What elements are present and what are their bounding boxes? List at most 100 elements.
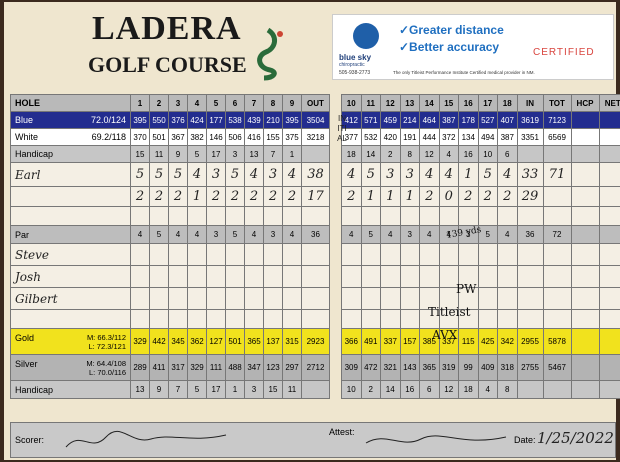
cell: 9 [149,380,169,399]
cell: 5 [360,225,381,244]
cell: 127 [206,328,226,355]
cell: 416 [244,128,264,146]
cell [598,309,620,329]
ad-note: The only Titleist Performance Institute … [393,70,535,75]
row-label: Josh [10,265,131,288]
cell: 387 [497,128,518,146]
cell: 9 [282,94,302,112]
cell: 123 [263,354,283,381]
cell: 395 [282,111,302,129]
cell: 38 [301,162,330,187]
cell: 18 [497,94,518,112]
cell [282,243,302,266]
cell [542,265,572,288]
cell: 16 [399,380,420,399]
row-label: Steve [10,243,131,266]
cell: 5467 [542,354,572,381]
cell [542,186,572,207]
cell [570,128,600,146]
cell: 5 [149,162,169,187]
cell: 146 [206,128,226,146]
cell [419,309,440,329]
cell [244,265,264,288]
cell: 2955 [516,328,544,355]
cell [570,243,600,266]
score-row: Josh [10,265,620,288]
cell [598,206,620,226]
cell: 571 [360,111,381,129]
cell: 4 [187,162,207,187]
cell [598,380,620,399]
logo-icon [257,27,283,81]
cell [282,206,302,226]
cell: 366 [341,328,362,355]
cell: 5 [206,94,226,112]
cell: 4 [130,225,150,244]
cell: 3 [206,162,226,187]
row-name: Silver [15,358,38,369]
cell: 2 [380,145,401,163]
cell [341,243,362,266]
cell [301,309,330,329]
cell [329,309,342,329]
score-row: White 69.2/118 370 501 367 382 146 506 416 155 375… [10,128,620,146]
cell [168,206,188,226]
cell [329,328,342,355]
cell: 99 [458,354,479,381]
cell: 491 [360,328,381,355]
cell: 137 [263,328,283,355]
signature-row: Scorer: Attest: Date: 1/25/2022 [10,422,616,458]
cell: 3 [458,225,479,244]
cell: 444 [419,128,440,146]
cell: 4 [244,225,264,244]
cell [329,287,342,310]
cell: 362 [187,328,207,355]
attest-label: Attest: [329,427,355,437]
cell [458,206,479,226]
date-label: Date: [514,435,536,445]
cell [301,206,330,226]
cell: 3 [399,225,420,244]
rating: M: 66.3/112 [86,332,126,342]
cell [516,380,544,399]
cell [570,354,600,381]
cell: 8 [263,94,283,112]
cell: 382 [187,128,207,146]
cell [497,243,518,266]
cell [570,380,600,399]
cell: 4 [419,162,440,187]
cell [244,287,264,310]
cell: 1 [282,145,302,163]
cell [570,287,600,310]
cell: 321 [380,354,401,381]
cell [419,206,440,226]
cell [570,309,600,329]
cell: 317 [168,354,188,381]
cell [168,287,188,310]
cell: 3 [263,162,283,187]
cell [149,309,169,329]
cell [187,206,207,226]
rating: M: 64.4/108 [86,358,126,368]
cell [516,309,544,329]
cell: 2 [458,186,479,207]
row-name: Josh [15,269,41,284]
cell [497,265,518,288]
cell: 6 [497,145,518,163]
cell: 424 [187,111,207,129]
cell: 14 [419,94,440,112]
cell: 472 [360,354,381,381]
cell: 5 [360,162,381,187]
score-row: Gold M: 66.3/112 L: 72.3/121 329 442 345 362 12… [10,328,620,355]
cell: 4 [282,225,302,244]
score-row: Steve [10,243,620,266]
row-label: Handicap [10,145,131,163]
cell [225,265,245,288]
cell [341,206,362,226]
cell [516,145,544,163]
cell: 459 [380,111,401,129]
cell: 550 [149,111,169,129]
cell: 315 [282,328,302,355]
course-name: LADERA [92,10,242,47]
cell [598,265,620,288]
